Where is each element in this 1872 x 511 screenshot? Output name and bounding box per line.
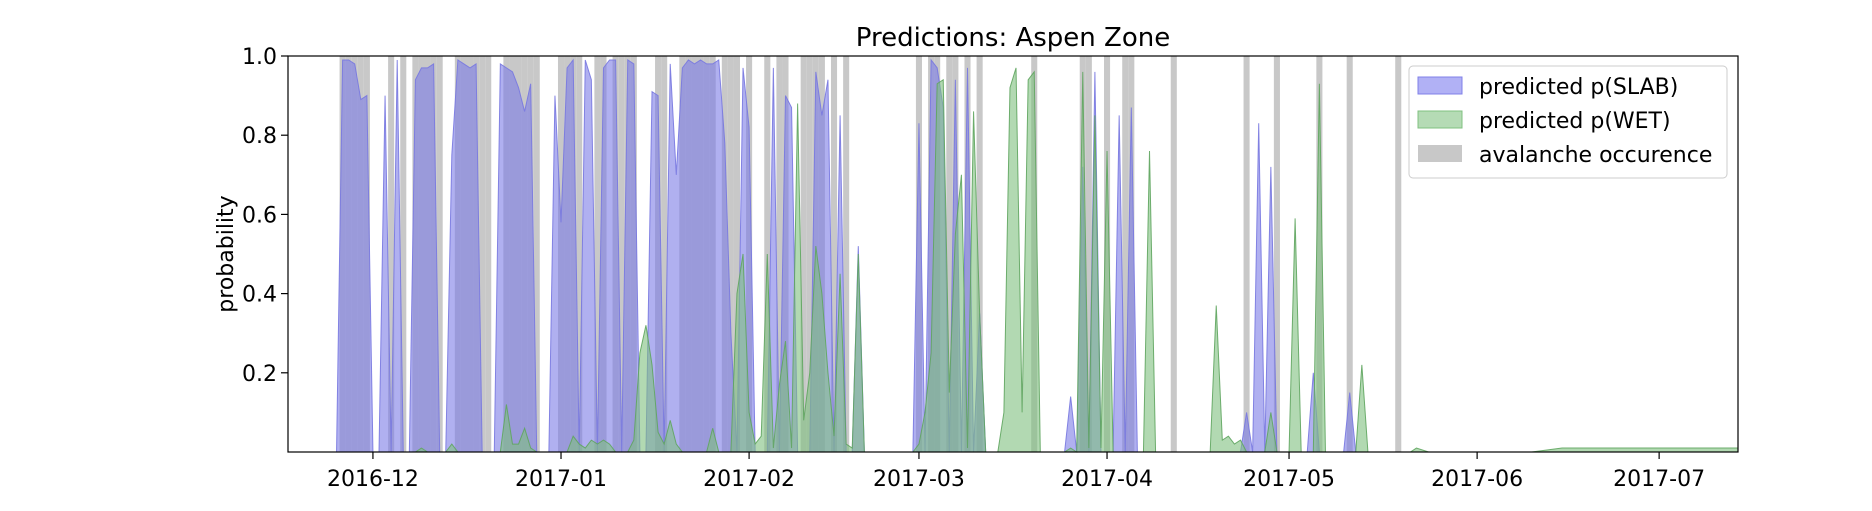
x-tick-label: 2017-06 (1431, 467, 1523, 492)
y-tick-label: 0.8 (242, 124, 277, 149)
legend-box (1408, 65, 1728, 179)
avalanche-bar (806, 56, 813, 452)
avalanche-bar (533, 56, 540, 452)
avalanche-bar (485, 56, 492, 452)
legend-label-avalanche: avalanche occurence (1479, 143, 1712, 168)
plot-frame (287, 55, 1739, 453)
avalanche-bar (576, 56, 583, 452)
x-tick-label: 2017-05 (1243, 467, 1335, 492)
y-axis-title: probability (214, 195, 239, 312)
avalanche-bar (1346, 56, 1353, 452)
x-tick-label: 2017-07 (1613, 467, 1705, 492)
x-axis: 2016-12 2017-01 2017-02 2017-03 2017-04 2017-… (327, 452, 1705, 492)
avalanche-bar (594, 56, 601, 452)
avalanche-bar (776, 56, 783, 452)
avalanche-bar (800, 56, 807, 452)
avalanche-bar (479, 56, 486, 452)
avalanche-bar (661, 56, 668, 452)
chart-title: Predictions: Aspen Zone (856, 23, 1171, 53)
avalanche-bar (1273, 56, 1280, 452)
legend: predicted p(SLAB) predicted p(WET) avala… (1408, 65, 1728, 179)
avalanche-bar (400, 56, 407, 452)
y-tick-label: 0.4 (242, 283, 277, 308)
avalanche-bar (436, 56, 443, 452)
avalanche-bar (1122, 56, 1129, 452)
avalanche-bar (618, 56, 625, 452)
legend-label-slab: predicted p(SLAB) (1479, 75, 1678, 100)
avalanche-bar (1395, 56, 1402, 452)
avalanche-bar (733, 56, 740, 452)
avalanche-bar (976, 56, 983, 452)
avalanche-bar (946, 56, 953, 452)
x-tick-label: 2017-01 (515, 467, 607, 492)
x-tick-label: 2017-03 (873, 467, 965, 492)
legend-swatch-slab (1417, 76, 1463, 95)
x-tick-label: 2017-02 (703, 467, 795, 492)
y-tick-label: 0.6 (242, 203, 277, 228)
x-tick-label: 2016-12 (327, 467, 419, 492)
y-tick-label: 1.0 (242, 45, 277, 70)
avalanche-bar (388, 56, 395, 452)
avalanche-bar (1170, 56, 1177, 452)
y-axis: 0.2 0.4 0.6 0.8 1.0 (242, 45, 288, 387)
avalanche-bar (1085, 56, 1092, 452)
avalanche-bar (830, 56, 838, 452)
y-tick-label: 0.2 (242, 362, 277, 387)
legend-label-wet: predicted p(WET) (1479, 109, 1671, 134)
avalanche-bar (1243, 56, 1250, 452)
legend-swatch-wet (1417, 110, 1463, 129)
avalanche-bar (727, 56, 734, 452)
x-tick-label: 2017-04 (1061, 467, 1153, 492)
avalanche-bar (843, 56, 850, 452)
legend-swatch-avalanche (1418, 145, 1462, 162)
